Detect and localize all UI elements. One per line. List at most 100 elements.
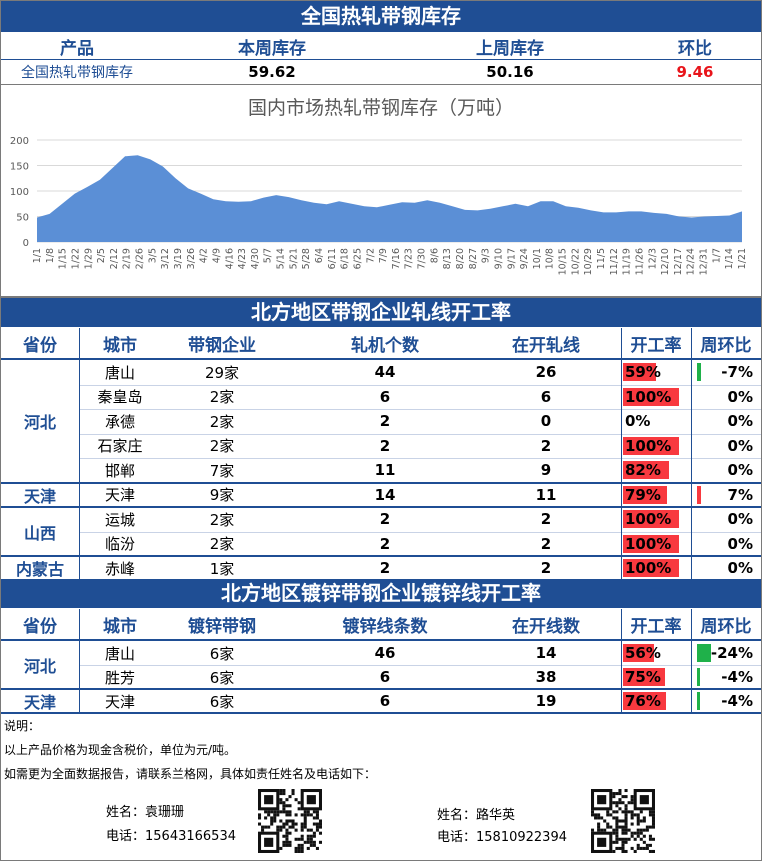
companies-cell: 1家 — [209, 559, 235, 578]
x-tick-label: 1/14 — [724, 248, 735, 269]
x-tick-label: 4/9 — [211, 248, 222, 263]
rate-value: 79% — [625, 485, 661, 504]
rate-cell: 100% — [621, 385, 691, 410]
header-companies: 带钢企业 — [188, 335, 256, 356]
city-cell: 承德 — [104, 412, 135, 431]
inventory-area-series — [37, 155, 742, 242]
x-tick-label: 12/10 — [660, 248, 671, 275]
companies-cell: 6家 — [209, 668, 235, 687]
rate-value: 100% — [625, 559, 672, 578]
y-tick-label: 100 — [10, 187, 29, 198]
city-cell: 天津 — [104, 692, 135, 711]
divider — [1, 555, 761, 557]
open-cell: 2 — [540, 436, 552, 455]
count-cell: 2 — [379, 510, 391, 529]
galvanizing-title: 北方地区镀锌带钢企业镀锌线开工率 — [1, 579, 761, 608]
header-this-week: 本周库存 — [238, 38, 306, 59]
wow-cell: -24% — [691, 641, 761, 665]
count-cell: 6 — [379, 387, 391, 406]
province-cell: 山西 — [23, 523, 56, 543]
x-tick-label: 12/31 — [699, 248, 710, 275]
wow-value: 0% — [727, 412, 753, 431]
city-cell: 秦皇岛 — [97, 388, 143, 407]
rate-bar — [623, 363, 656, 381]
count-cell: 6 — [379, 668, 391, 686]
y-tick-label: 150 — [10, 162, 29, 173]
inventory-header-row: 产品 本周库存 上周库存 环比 — [1, 33, 761, 59]
open-cell: 11 — [535, 485, 557, 504]
wow-value: 0% — [727, 534, 753, 553]
wow-cell: -4% — [691, 665, 761, 689]
wow-bar — [697, 485, 701, 504]
header-open: 在开轧线 — [512, 335, 580, 356]
rate-bar — [623, 387, 679, 406]
open-cell: 2 — [540, 510, 552, 529]
y-tick-label: 0 — [23, 238, 29, 249]
rolling-header-row: 省份 城市 带钢企业 轧机个数 在开轧线 开工率 周环比 — [1, 328, 761, 358]
contact-2-phone: 电话：15810922394 — [437, 830, 567, 845]
divider — [1, 296, 761, 298]
contact-1-phone: 电话：15643166534 — [106, 829, 236, 844]
wow-bar — [697, 644, 711, 662]
x-tick-label: 10/1 — [532, 248, 543, 269]
x-tick-label: 11/19 — [622, 248, 633, 275]
x-tick-label: 3/19 — [173, 248, 184, 269]
province-cell: 天津 — [23, 693, 56, 712]
open-cell: 19 — [535, 692, 557, 710]
wow-value: 0% — [727, 559, 753, 578]
companies-cell: 29家 — [204, 363, 240, 382]
wow-cell: -4% — [691, 689, 761, 713]
inventory-product: 全国热轧带钢库存 — [21, 65, 133, 81]
wow-bar — [697, 668, 700, 686]
wow-value: 0% — [727, 510, 753, 529]
rate-cell: 75% — [621, 665, 691, 689]
wow-value: -7% — [721, 363, 753, 382]
x-tick-label: 10/29 — [583, 248, 594, 275]
divider — [1, 639, 761, 641]
count-cell: 2 — [379, 534, 391, 553]
divider — [1, 481, 761, 484]
x-tick-label: 8/27 — [468, 248, 479, 269]
table-row: 石家庄 2家 2 2 100% 0% — [1, 434, 761, 459]
x-tick-label: 11/5 — [596, 248, 607, 269]
rate-cell: 100% — [621, 532, 691, 557]
wow-value: -4% — [721, 692, 753, 710]
divider — [79, 458, 761, 459]
count-cell: 14 — [374, 485, 396, 504]
rate-bar — [623, 534, 679, 553]
divider — [79, 531, 761, 533]
notes-line-2: 如需更为全面数据报告，请联系兰格网，具体如责任姓名及电话如下： — [4, 767, 377, 781]
divider — [1, 688, 761, 690]
header-last-week: 上周库存 — [476, 38, 544, 59]
x-tick-label: 8/6 — [429, 248, 440, 263]
open-cell: 38 — [535, 668, 557, 686]
x-tick-label: 12/24 — [686, 248, 697, 275]
rate-bar — [623, 559, 679, 577]
notes-line-1: 以上产品价格为现金含税价，单位为元/吨。 — [4, 743, 237, 757]
rate-value: 75% — [625, 668, 661, 686]
rate-value: 76% — [625, 692, 661, 710]
notes-label: 说明： — [4, 719, 41, 733]
x-tick-label: 8/20 — [455, 248, 466, 269]
x-tick-label: 11/12 — [609, 248, 620, 275]
x-tick-label: 4/23 — [237, 248, 248, 269]
x-tick-label: 1/7 — [711, 248, 722, 263]
wow-cell: 0% — [691, 532, 761, 557]
header-count: 镀锌线条数 — [342, 616, 428, 637]
rate-cell: 76% — [621, 689, 691, 713]
header-open: 在开线数 — [512, 616, 580, 637]
rate-cell: 79% — [621, 483, 691, 508]
wow-cell: 0% — [691, 507, 761, 532]
city-cell: 唐山 — [104, 363, 135, 382]
open-cell: 2 — [540, 534, 552, 553]
city-cell: 临汾 — [104, 535, 135, 554]
divider — [621, 609, 622, 713]
wow-bar — [697, 363, 701, 381]
x-tick-label: 6/4 — [314, 248, 325, 263]
divider — [621, 328, 622, 581]
contact-2-name: 姓名：路华英 — [437, 808, 516, 823]
wow-cell: 0% — [691, 458, 761, 483]
rate-bar — [623, 644, 654, 662]
city-cell: 天津 — [104, 486, 135, 505]
open-cell: 26 — [535, 363, 557, 382]
